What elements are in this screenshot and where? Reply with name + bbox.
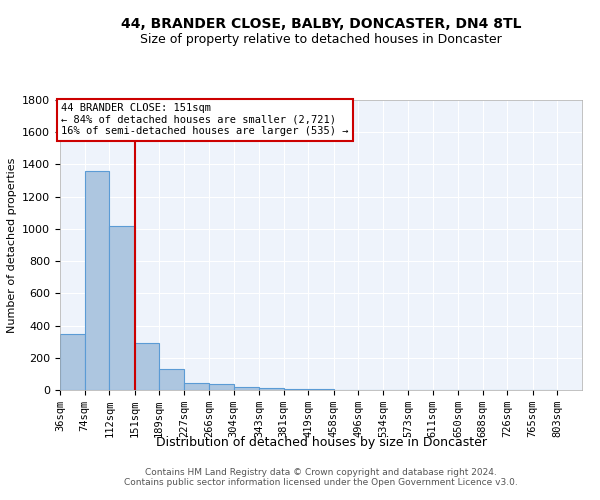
Bar xyxy=(234,387,259,390)
Bar xyxy=(60,334,85,390)
Text: Contains HM Land Registry data © Crown copyright and database right 2024.
Contai: Contains HM Land Registry data © Crown c… xyxy=(124,468,518,487)
Bar xyxy=(85,171,109,390)
Bar xyxy=(134,344,159,390)
Text: 44, BRANDER CLOSE, BALBY, DONCASTER, DN4 8TL: 44, BRANDER CLOSE, BALBY, DONCASTER, DN4… xyxy=(121,18,521,32)
Bar xyxy=(259,388,284,390)
Bar xyxy=(308,389,334,390)
Bar xyxy=(109,226,134,390)
Bar xyxy=(184,383,209,390)
Text: 44 BRANDER CLOSE: 151sqm
← 84% of detached houses are smaller (2,721)
16% of sem: 44 BRANDER CLOSE: 151sqm ← 84% of detach… xyxy=(61,103,349,136)
Bar xyxy=(284,388,308,390)
Bar xyxy=(209,384,234,390)
Y-axis label: Number of detached properties: Number of detached properties xyxy=(7,158,17,332)
Text: Distribution of detached houses by size in Doncaster: Distribution of detached houses by size … xyxy=(155,436,487,449)
Text: Size of property relative to detached houses in Doncaster: Size of property relative to detached ho… xyxy=(140,32,502,46)
Bar xyxy=(159,369,184,390)
